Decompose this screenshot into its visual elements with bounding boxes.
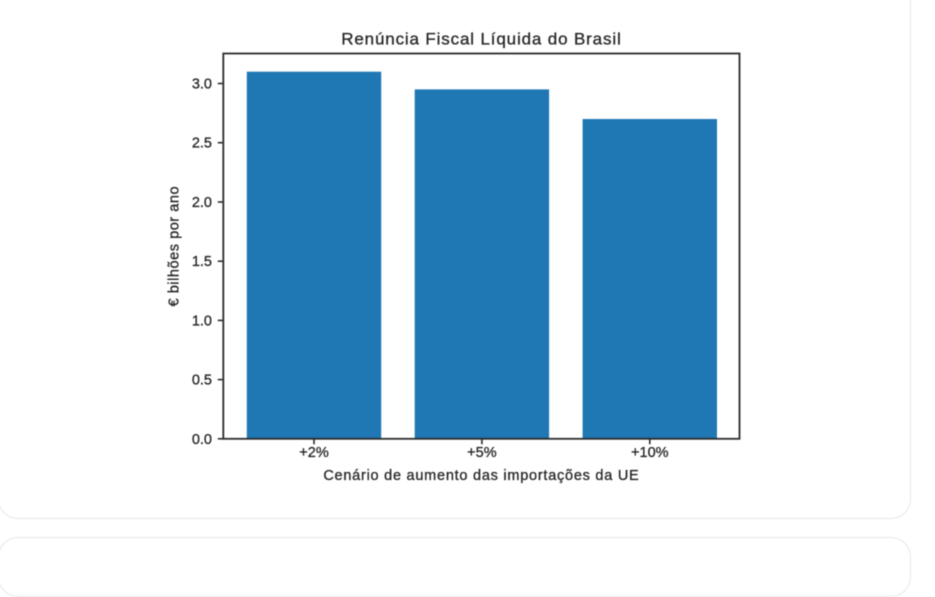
svg-text:2.5: 2.5 xyxy=(192,136,212,152)
svg-text:3.0: 3.0 xyxy=(192,77,212,93)
svg-text:+2%: +2% xyxy=(299,445,329,461)
svg-text:+10%: +10% xyxy=(631,445,669,461)
svg-text:2.0: 2.0 xyxy=(192,195,212,211)
svg-text:0.5: 0.5 xyxy=(192,373,212,389)
svg-text:Renúncia Fiscal Líquida do Bra: Renúncia Fiscal Líquida do Brasil xyxy=(341,30,621,49)
svg-text:0.0: 0.0 xyxy=(192,432,212,448)
svg-text:1.5: 1.5 xyxy=(192,254,212,270)
svg-text:1.0: 1.0 xyxy=(192,313,212,329)
svg-text:€ bilhões por ano: € bilhões por ano xyxy=(167,186,183,307)
svg-text:+5%: +5% xyxy=(467,445,497,461)
svg-text:Cenário de aumento das importa: Cenário de aumento das importações da UE xyxy=(323,468,639,484)
